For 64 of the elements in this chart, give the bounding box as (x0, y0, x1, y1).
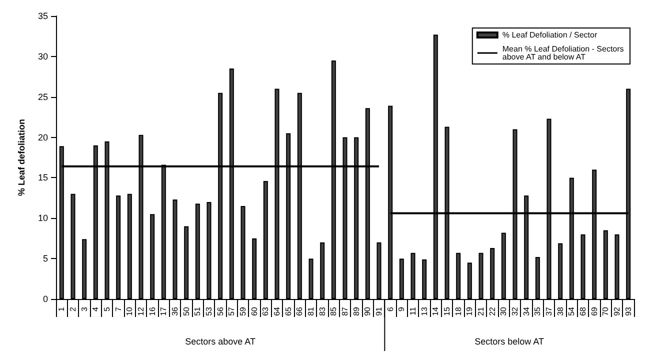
x-tick-label: 81 (306, 306, 316, 316)
x-tick-label: 70 (601, 306, 610, 316)
x-tick-label: 90 (363, 306, 372, 316)
x-tick-label: 51 (193, 306, 202, 316)
x-tick-label: 5 (102, 306, 112, 312)
x-tick-label: 69 (590, 306, 599, 316)
x-tick-label: 4 (91, 306, 100, 312)
y-tick-label: 35 (38, 11, 48, 21)
x-tick-label: 1 (57, 306, 66, 312)
x-tick-label: 35 (533, 306, 542, 316)
x-tick-label: 10 (125, 306, 134, 316)
x-tick-label: 2 (68, 306, 78, 312)
x-tick-label: 91 (374, 306, 384, 316)
x-tick-label: 65 (284, 306, 293, 316)
x-tick-label: 63 (261, 306, 270, 316)
x-tick-label: 66 (295, 306, 304, 316)
y-tick-label: 10 (38, 213, 48, 224)
x-tick-label: 50 (182, 306, 191, 316)
x-tick-label: 60 (250, 306, 259, 316)
x-tick-label: 19 (465, 306, 474, 316)
x-tick-label: 38 (556, 306, 565, 316)
x-tick-label: 15 (442, 306, 452, 316)
x-tick-label: 30 (499, 306, 508, 316)
y-axis-title: % Leaf defoliation (16, 118, 26, 196)
x-tick-label: 59 (238, 306, 248, 316)
y-tick-label: 15 (38, 172, 48, 183)
x-tick-label: 93 (624, 306, 633, 316)
x-tick-label: 11 (408, 306, 418, 316)
x-tick-label: 3 (80, 306, 89, 312)
x-tick-label: 32 (510, 306, 520, 316)
x-tick-label: 6 (386, 306, 395, 312)
text: Sectors below AT (474, 336, 545, 346)
y-tick-label: 5 (42, 254, 48, 264)
x-tick-label: 54 (567, 306, 576, 316)
x-tick-label: 85 (329, 306, 338, 316)
x-tick-label: 56 (216, 306, 225, 316)
x-tick-label: 14 (431, 306, 440, 316)
y-tick-label: 0 (42, 294, 48, 304)
x-tick-label: 16 (148, 306, 157, 316)
x-tick-label: 87 (340, 306, 350, 316)
y-tick-label: 25 (38, 92, 48, 102)
x-tick-label: 89 (352, 306, 361, 316)
x-tick-label: 12 (136, 306, 146, 316)
x-tick-label: 37 (544, 306, 554, 316)
x-tick-label: 22 (488, 306, 497, 316)
x-tick-label: 18 (454, 306, 463, 316)
x-tick-label: 57 (227, 306, 236, 316)
x-tick-label: 9 (397, 306, 406, 312)
x-tick-label: 36 (170, 306, 180, 316)
x-tick-label: 34 (522, 306, 531, 316)
legend-label: % Leaf Defoliation / Sector (502, 30, 598, 40)
y-tick-label: 30 (38, 51, 48, 62)
x-tick-label: 92 (612, 306, 622, 316)
text: Sectors above AT (185, 336, 256, 346)
x-tick-label: 13 (420, 306, 429, 316)
y-tick-label: 20 (38, 132, 48, 142)
x-tick-label: 7 (114, 306, 123, 312)
x-tick-label: 21 (476, 306, 486, 316)
x-tick-label: 53 (204, 306, 214, 316)
x-tick-label: 64 (272, 306, 282, 316)
x-tick-label: 83 (318, 306, 327, 316)
legend-label: Mean % Leaf Defoliation - Sectors above AT and below AT (502, 44, 626, 62)
x-tick-label: 68 (578, 306, 588, 316)
x-tick-label: 17 (159, 306, 168, 316)
